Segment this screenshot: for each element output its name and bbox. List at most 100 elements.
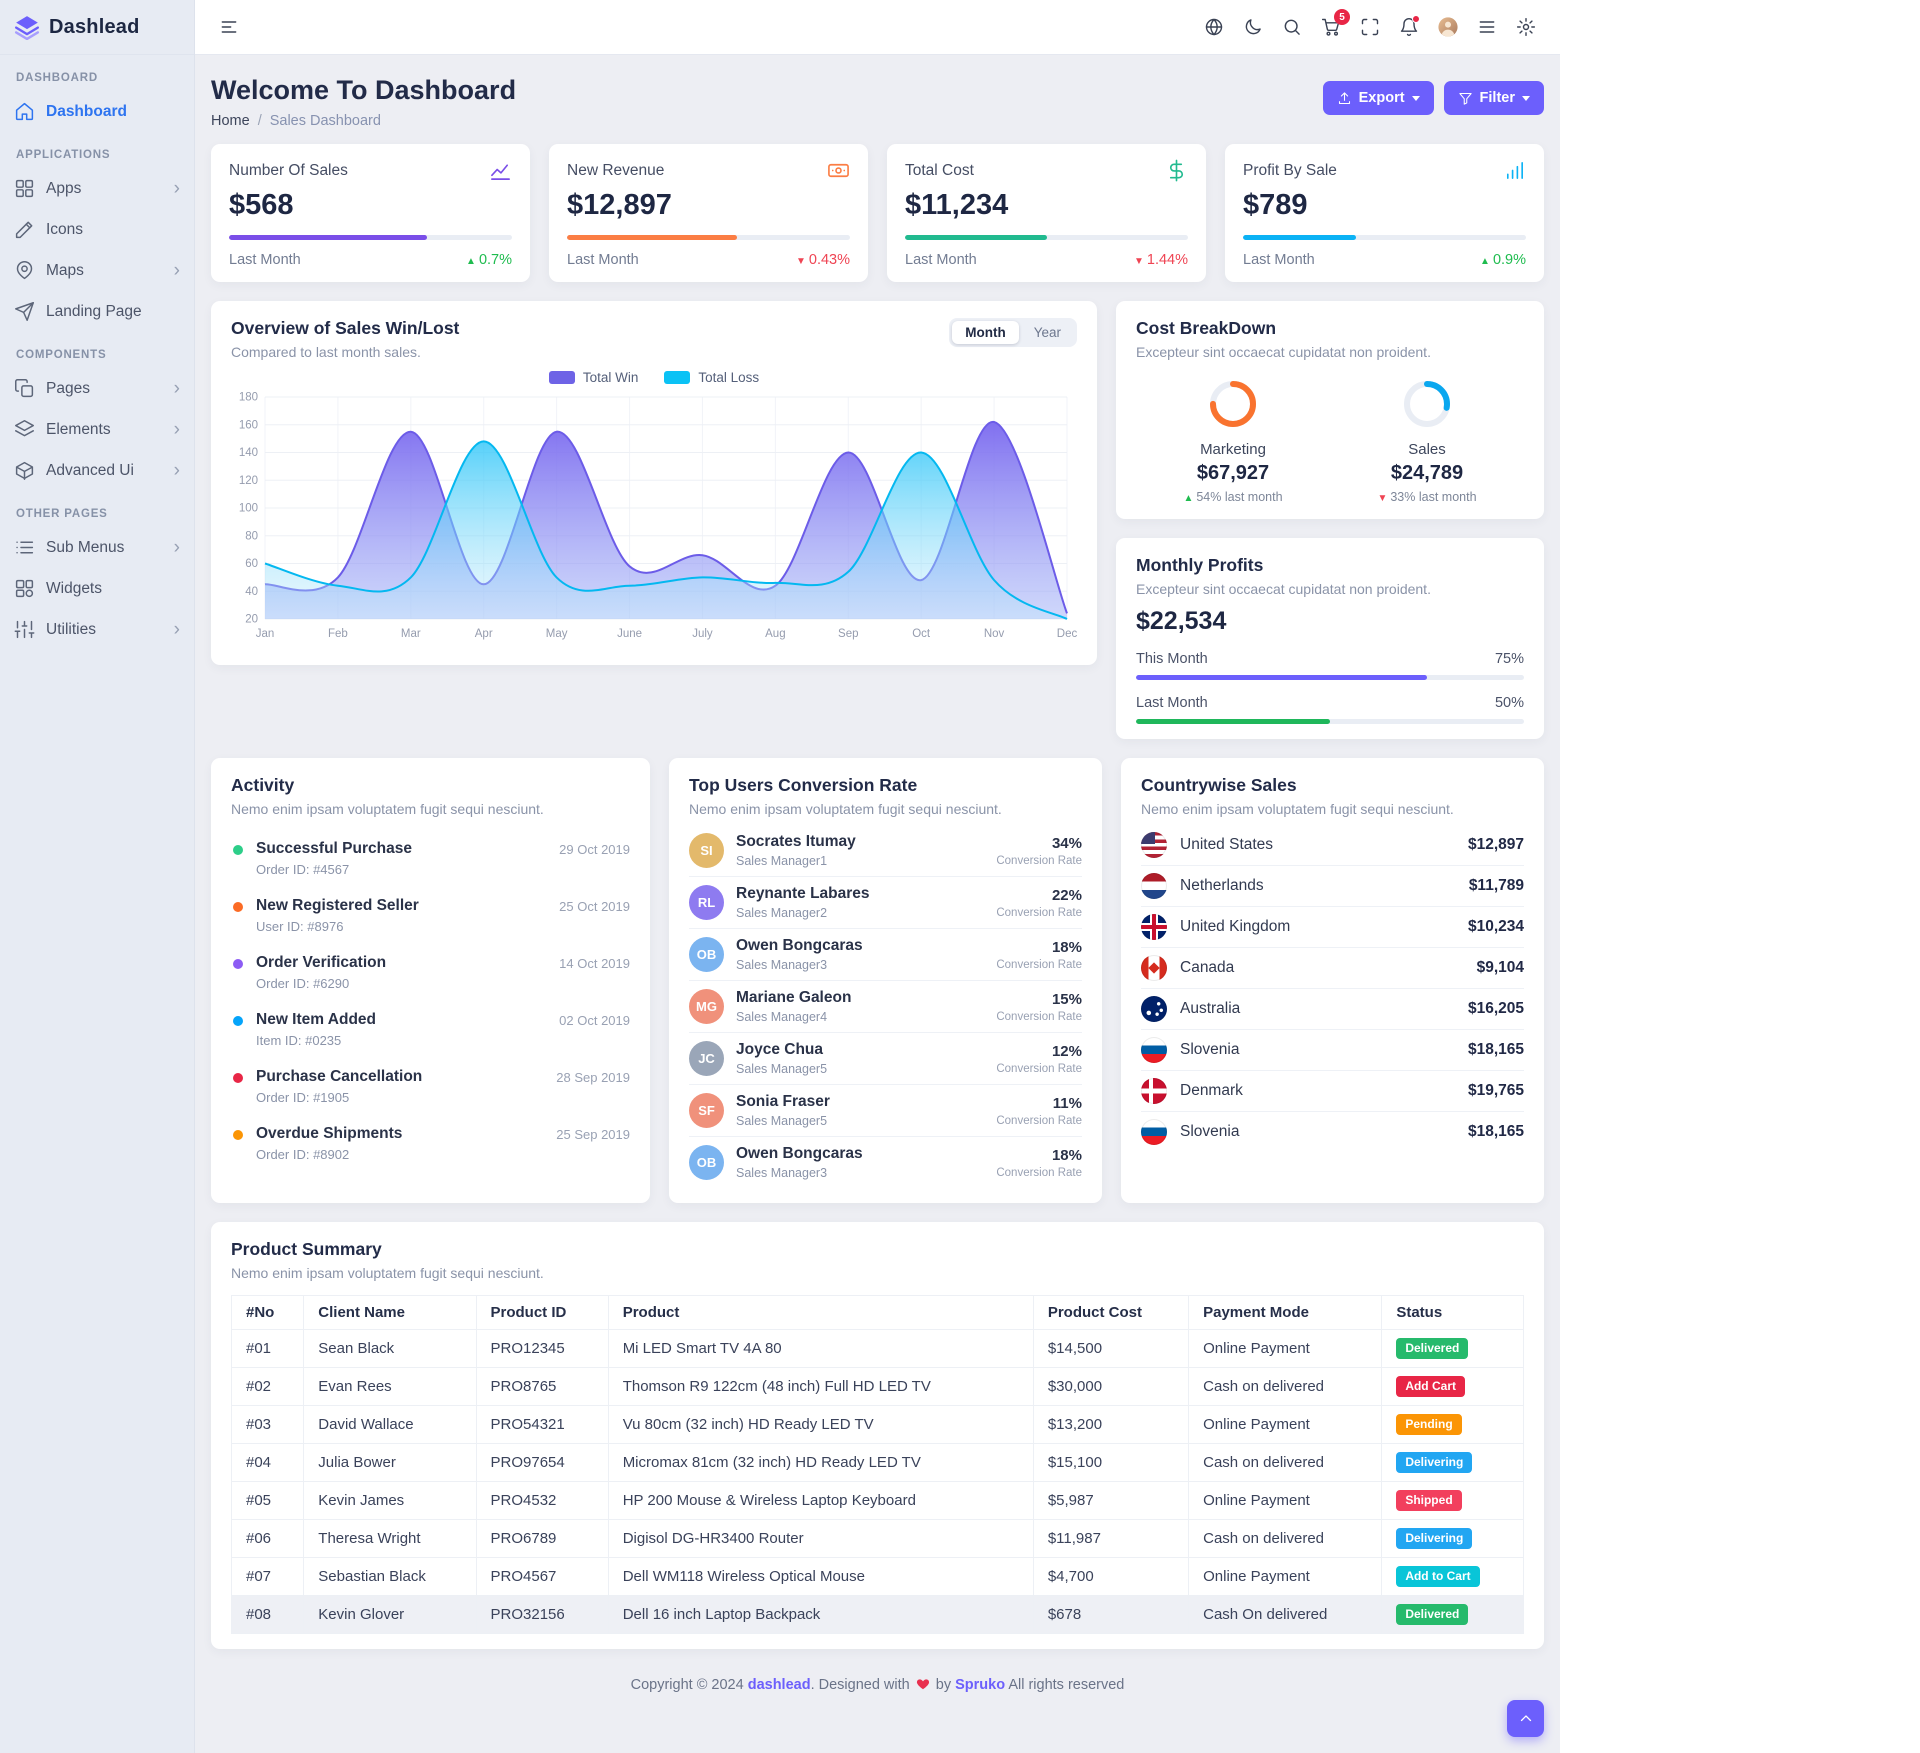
user-avatar: OB xyxy=(689,1145,724,1180)
table-row[interactable]: #04 Julia Bower PRO97654 Micromax 81cm (… xyxy=(232,1444,1524,1482)
home-icon xyxy=(14,101,35,122)
svg-text:Aug: Aug xyxy=(765,628,785,640)
range-toggle: Month Year xyxy=(949,318,1077,347)
legend-item: Total Win xyxy=(549,370,639,385)
table-row[interactable]: #07 Sebastian Black PRO4567 Dell WM118 W… xyxy=(232,1558,1524,1596)
activity-dot xyxy=(233,959,243,969)
stat-progress-bar xyxy=(567,235,850,240)
footer-brand-link[interactable]: dashlead xyxy=(748,1677,811,1693)
layers-icon xyxy=(14,419,35,440)
globe-icon-button[interactable] xyxy=(1196,9,1232,45)
flag-au-icon xyxy=(1141,996,1167,1022)
table-row[interactable]: #08 Kevin Glover PRO32156 Dell 16 inch L… xyxy=(232,1596,1524,1634)
donut-chart xyxy=(1136,376,1330,432)
sidebar: Dashlead DASHBOARD Dashboard › xyxy=(0,0,195,1753)
table-column-header: Status xyxy=(1382,1296,1524,1330)
caret-down-icon xyxy=(1522,96,1530,101)
stat-period: Last Month xyxy=(1243,252,1315,268)
activity-card: Activity Nemo enim ipsam voluptatem fugi… xyxy=(211,758,650,1203)
bar-chart-icon xyxy=(1503,159,1526,182)
cart-icon-button[interactable]: 5 xyxy=(1313,9,1349,45)
bell-icon-button[interactable] xyxy=(1391,9,1427,45)
svg-text:180: 180 xyxy=(239,392,258,404)
sidebar-item-label: Icons xyxy=(46,221,83,239)
gear-icon-button[interactable] xyxy=(1508,9,1544,45)
table-row[interactable]: #05 Kevin James PRO4532 HP 200 Mouse & W… xyxy=(232,1482,1524,1520)
donut-chart xyxy=(1330,376,1524,432)
svg-text:Dec: Dec xyxy=(1057,628,1077,640)
avatar-button[interactable] xyxy=(1430,9,1466,45)
sidebar-item[interactable]: Icons › xyxy=(0,209,194,250)
stat-card: Profit By Sale $789 Last Month 0.9% xyxy=(1225,144,1544,282)
monthly-profits-value: $22,534 xyxy=(1136,607,1524,636)
sidebar-item[interactable]: Sub Menus › xyxy=(0,527,194,568)
heart-icon xyxy=(916,1677,930,1690)
scroll-to-top-button[interactable] xyxy=(1507,1700,1544,1737)
user-list-item: OB Owen Bongcaras Sales Manager3 18% Con… xyxy=(689,1137,1082,1188)
moon-icon xyxy=(1243,17,1263,37)
status-badge: Delivering xyxy=(1396,1528,1472,1549)
menu-toggle-icon[interactable] xyxy=(211,9,247,45)
filter-button[interactable]: Filter xyxy=(1444,81,1544,115)
expand-icon xyxy=(1360,17,1380,37)
activity-dot xyxy=(233,1130,243,1140)
sidebar-item-label: Landing Page xyxy=(46,303,142,321)
chart-title: Overview of Sales Win/Lost xyxy=(231,318,459,339)
stat-delta: 1.44% xyxy=(1134,252,1188,268)
sidebar-item[interactable]: Utilities › xyxy=(0,609,194,650)
app-logo[interactable]: Dashlead xyxy=(0,0,194,55)
status-badge: Delivering xyxy=(1396,1452,1472,1473)
stat-value: $12,897 xyxy=(567,189,850,222)
user-avatar: SI xyxy=(689,833,724,868)
range-toggle-button[interactable]: Month xyxy=(952,321,1018,344)
sidebar-section-label: APPLICATIONS xyxy=(0,132,194,168)
chart-legend: Total Win Total Loss xyxy=(231,370,1077,385)
breadcrumb-current: Sales Dashboard xyxy=(270,113,381,129)
country-list-item: Netherlands $11,789 xyxy=(1141,866,1524,907)
footer-designer-link[interactable]: Spruko xyxy=(955,1677,1005,1693)
svg-text:Jan: Jan xyxy=(256,628,275,640)
range-toggle-button[interactable]: Year xyxy=(1021,321,1074,344)
legend-chip xyxy=(664,371,690,384)
chevron-right-icon: › xyxy=(174,261,180,280)
breadcrumb-home[interactable]: Home xyxy=(211,113,250,129)
sidebar-item[interactable]: Maps › xyxy=(0,250,194,291)
sidebar-item[interactable]: Pages › xyxy=(0,368,194,409)
table-row[interactable]: #03 David Wallace PRO54321 Vu 80cm (32 i… xyxy=(232,1406,1524,1444)
svg-text:Oct: Oct xyxy=(912,628,931,640)
expand-icon-button[interactable] xyxy=(1352,9,1388,45)
caret-down-icon xyxy=(1412,96,1420,101)
stat-period: Last Month xyxy=(567,252,639,268)
svg-text:Nov: Nov xyxy=(984,628,1005,640)
filter-icon xyxy=(1458,91,1473,106)
sidebar-item-label: Dashboard xyxy=(46,103,127,121)
sidebar-item[interactable]: Widgets › xyxy=(0,568,194,609)
moon-icon-button[interactable] xyxy=(1235,9,1271,45)
flag-si-icon xyxy=(1141,1037,1167,1063)
table-row[interactable]: #06 Theresa Wright PRO6789 Digisol DG-HR… xyxy=(232,1520,1524,1558)
export-button[interactable]: Export xyxy=(1323,81,1434,115)
box-icon xyxy=(14,460,35,481)
flag-nl-icon xyxy=(1141,873,1167,899)
search-icon-button[interactable] xyxy=(1274,9,1310,45)
sidebar-item[interactable]: Landing Page › xyxy=(0,291,194,332)
search-icon xyxy=(1282,17,1302,37)
sidebar-item-label: Advanced Ui xyxy=(46,462,134,480)
status-badge: Delivered xyxy=(1396,1338,1468,1359)
sidebar-item[interactable]: Dashboard › xyxy=(0,91,194,132)
status-badge: Add to Cart xyxy=(1396,1566,1479,1587)
sidebar-item[interactable]: Apps › xyxy=(0,168,194,209)
stat-title: Total Cost xyxy=(905,162,974,180)
country-list-item: United Kingdom $10,234 xyxy=(1141,907,1524,948)
table-row[interactable]: #01 Sean Black PRO12345 Mi LED Smart TV … xyxy=(232,1330,1524,1368)
sidenav-icon-button[interactable] xyxy=(1469,9,1505,45)
stat-progress-bar xyxy=(905,235,1188,240)
table-row[interactable]: #02 Evan Rees PRO8765 Thomson R9 122cm (… xyxy=(232,1368,1524,1406)
sidebar-section-label: DASHBOARD xyxy=(0,55,194,91)
svg-text:July: July xyxy=(692,628,713,640)
sidebar-item[interactable]: Advanced Ui › xyxy=(0,450,194,491)
sidebar-item[interactable]: Elements › xyxy=(0,409,194,450)
country-list-item: Slovenia $18,165 xyxy=(1141,1112,1524,1152)
cash-icon xyxy=(827,159,850,182)
sidebar-section-label: COMPONENTS xyxy=(0,332,194,368)
